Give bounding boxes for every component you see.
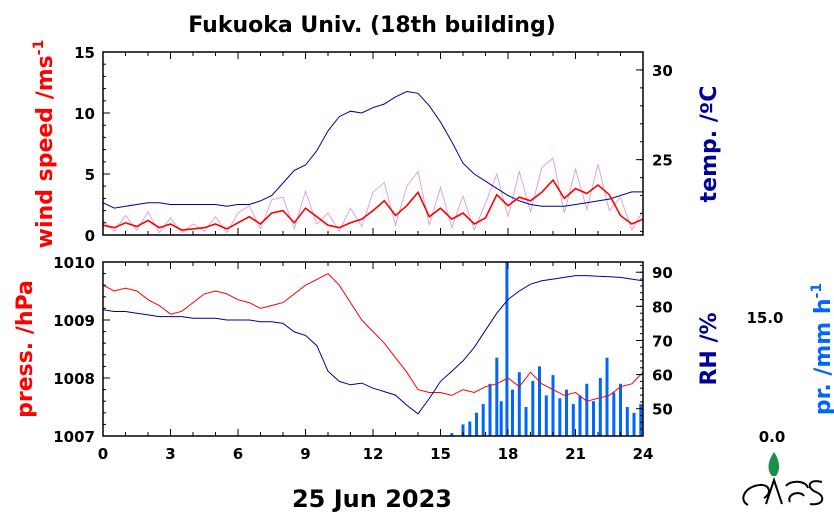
x-tick-label: 0 xyxy=(98,445,108,463)
top-plot-frame xyxy=(102,51,644,236)
precip-bar xyxy=(488,383,492,436)
date-label: 25 Jun 2023 xyxy=(292,485,452,513)
y2-tick-label: 80 xyxy=(652,298,673,316)
y2-tick-label: 50 xyxy=(652,401,673,419)
x-tick-label: 15 xyxy=(430,445,451,463)
y-tick-label: 1010 xyxy=(53,254,95,272)
precip-bar xyxy=(499,401,503,436)
precip-bar xyxy=(598,378,602,436)
series-line-temperature xyxy=(102,90,643,209)
precip-bar xyxy=(639,404,643,436)
institute-logo-icon xyxy=(742,452,824,506)
precip-axis-label-text: pr. /mm h xyxy=(811,298,834,415)
precip-bar xyxy=(475,412,478,436)
precip-bar xyxy=(517,372,521,436)
precip-bar xyxy=(481,404,485,436)
top-ticks-group: 0 5 10 15 25 30 xyxy=(74,44,673,245)
precip-tick-label: 15.0 xyxy=(746,309,783,327)
x-tick-label: 3 xyxy=(165,445,175,463)
x-tick-label: 6 xyxy=(233,445,243,463)
precip-bar xyxy=(531,380,535,436)
bottom-plot-frame xyxy=(102,261,644,437)
precip-bar xyxy=(538,366,541,436)
bottom-ticks-group: 0 3 6 9 12 15 18 21 24 1007 1008 1009 1010 50 60 70 80 90 xyxy=(53,254,673,463)
precip-axis-label-sup: -1 xyxy=(809,283,825,299)
y2-tick-label: 30 xyxy=(652,62,673,80)
precip-bar xyxy=(632,412,636,436)
bottom-series-group xyxy=(102,272,644,415)
y2-tick-label: 70 xyxy=(652,332,673,350)
y-tick-label: 1009 xyxy=(53,312,95,330)
precip-bar xyxy=(468,421,472,436)
x-tick-label: 21 xyxy=(565,445,586,463)
precip-axis-label: pr. /mm h-1 xyxy=(809,283,834,415)
precip-bar xyxy=(524,407,528,436)
bottom-panel: 0 3 6 9 12 15 18 21 24 1007 1008 1009 1010 50 60 70 80 90 xyxy=(53,254,673,463)
precip-bar xyxy=(578,395,582,436)
y-tick-label: 10 xyxy=(74,105,95,123)
precip-bar xyxy=(495,357,499,436)
precip-bar xyxy=(450,433,454,436)
precip-bar xyxy=(571,404,575,436)
y-tick-label: 0 xyxy=(85,227,95,245)
chart-title: Fukuoka Univ. (18th building) xyxy=(188,13,556,38)
top-panel: 0 5 10 15 25 30 xyxy=(74,44,673,245)
precip-bar xyxy=(511,389,514,436)
precip-bar xyxy=(461,424,465,436)
top-series-group xyxy=(102,90,644,234)
wind-axis-label-text: wind speed /ms xyxy=(33,55,58,248)
y-tick-label: 1008 xyxy=(53,370,95,388)
precip-bar xyxy=(585,383,589,436)
precip-bar xyxy=(605,357,609,436)
x-tick-label: 18 xyxy=(498,445,519,463)
precip-bar xyxy=(625,407,629,436)
temp-axis-label: temp. /ºC xyxy=(697,86,722,203)
precip-tick-label: 0.0 xyxy=(759,428,786,446)
y2-tick-label: 90 xyxy=(652,264,673,282)
wind-axis-label: wind speed /ms-1 xyxy=(31,40,58,249)
series-line-pressure xyxy=(102,272,644,402)
y-tick-label: 15 xyxy=(74,44,95,62)
x-tick-label: 12 xyxy=(363,445,384,463)
precip-bar xyxy=(565,389,568,436)
precip-bar xyxy=(505,262,509,436)
precip-bar xyxy=(619,383,622,436)
x-tick-label: 9 xyxy=(300,445,310,463)
y-tick-label: 5 xyxy=(85,166,95,184)
precip-bar xyxy=(544,395,548,436)
y2-tick-label: 60 xyxy=(652,367,673,385)
series-line-wind-speed-raw- xyxy=(102,157,644,234)
precip-bar xyxy=(551,375,555,436)
precip-bar xyxy=(558,398,562,436)
y2-tick-label: 25 xyxy=(652,152,673,170)
wind-axis-label-sup: -1 xyxy=(31,40,47,56)
precip-bars-group xyxy=(450,262,643,436)
press-axis-label: press. /hPa xyxy=(13,280,38,418)
series-line-relative-humidity xyxy=(102,275,644,415)
x-tick-label: 24 xyxy=(633,445,654,463)
rh-axis-label: RH /% xyxy=(697,312,722,385)
series-line-wind-speed-smoothed- xyxy=(102,178,644,231)
y-tick-label: 1007 xyxy=(53,428,95,446)
precip-bar xyxy=(592,401,595,436)
precip-bar xyxy=(612,392,616,436)
